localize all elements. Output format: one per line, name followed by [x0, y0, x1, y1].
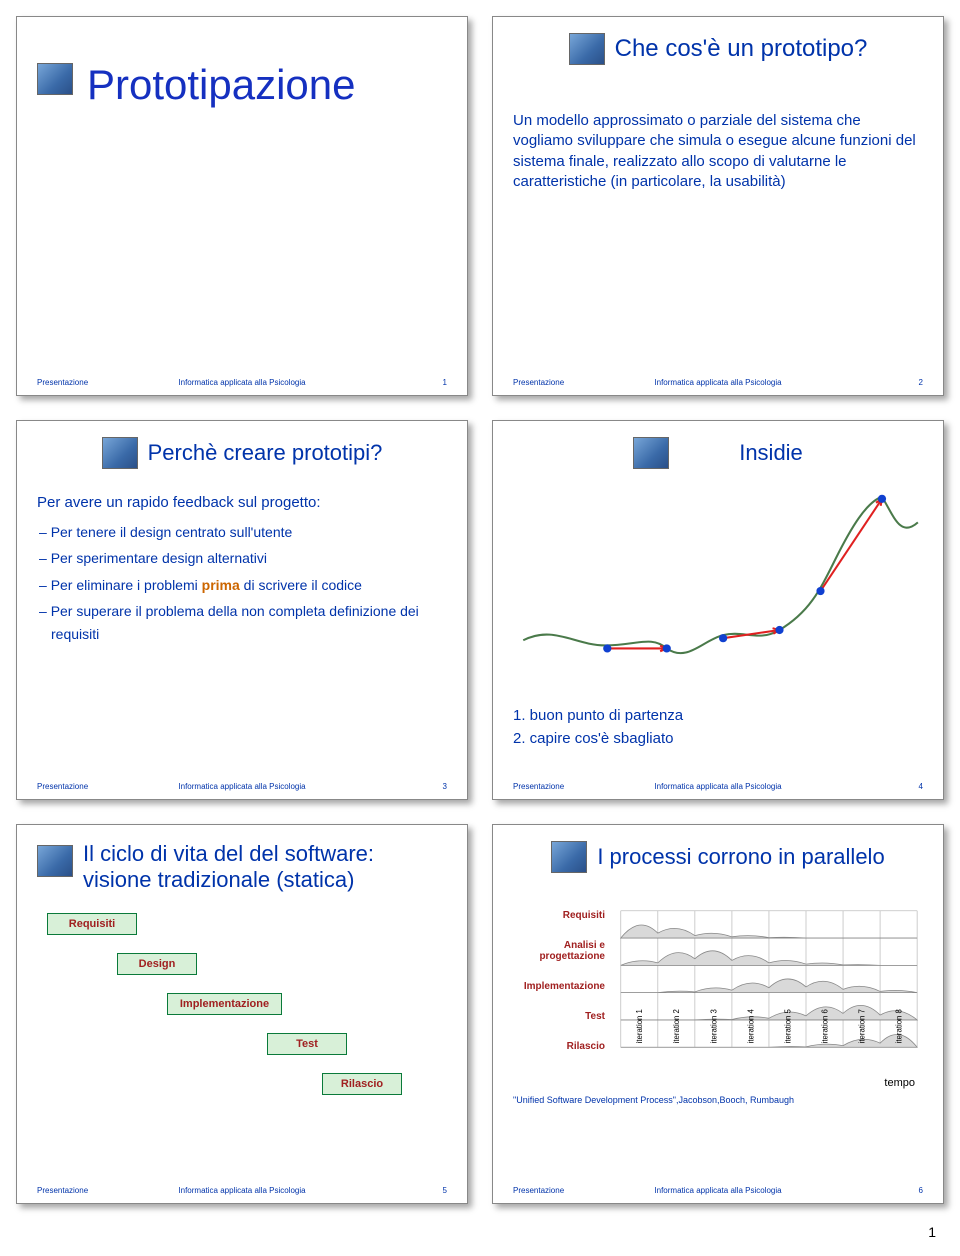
title-row: Il ciclo di vita del del software: visio… — [37, 841, 447, 893]
row-label: Implementazione — [524, 981, 605, 992]
footer-center: Informatica applicata alla Psicologia — [616, 378, 821, 387]
slide3-title: Perchè creare prototipi? — [148, 440, 383, 466]
slide-4: Insidie 1. buon punto di partenza 2. cap… — [492, 420, 944, 800]
footer-center: Informatica applicata alla Psicologia — [140, 378, 345, 387]
row-label: Analisi e progettazione — [513, 940, 605, 962]
footer-left: Presentazione — [513, 1186, 616, 1195]
slide2-body: Un modello approssimato o parziale del s… — [513, 111, 923, 192]
insidie-chart — [513, 479, 923, 699]
slide4-title: Insidie — [739, 440, 803, 466]
title-row: I processi corrono in parallelo — [513, 841, 923, 873]
svg-text:iteration 3: iteration 3 — [709, 1009, 718, 1043]
slide1-title: Prototipazione — [87, 63, 356, 107]
lifecycle-box: Test — [267, 1033, 347, 1055]
point-list: 1. buon punto di partenza 2. capire cos'… — [513, 705, 923, 750]
slide-number: 2 — [821, 378, 924, 387]
slide-number: 5 — [345, 1186, 448, 1195]
slide-footer: Presentazione Informatica applicata alla… — [37, 378, 447, 387]
footer-left: Presentazione — [37, 1186, 140, 1195]
row-labels: Requisiti Analisi e progettazione Implemen… — [513, 901, 605, 1061]
presentation-icon — [551, 841, 587, 873]
bullet-lead: Per avere un rapido feedback sul progett… — [37, 491, 447, 515]
slide-number: 6 — [821, 1186, 924, 1195]
presentation-icon — [102, 437, 138, 469]
slide5-title: Il ciclo di vita del del software: visio… — [83, 841, 374, 893]
slide-footer: Presentazione Informatica applicata alla… — [513, 378, 923, 387]
lifecycle-box: Rilascio — [322, 1073, 402, 1095]
slide-number: 1 — [345, 378, 448, 387]
presentation-icon — [37, 845, 73, 877]
presentation-icon — [633, 437, 669, 469]
title-row: Che cos'è un prototipo? — [513, 33, 923, 65]
svg-text:iteration 5: iteration 5 — [783, 1008, 792, 1043]
slide-1: Prototipazione Presentazione Informatica… — [16, 16, 468, 396]
slide-3: Perchè creare prototipi? Per avere un ra… — [16, 420, 468, 800]
footer-center: Informatica applicata alla Psicologia — [616, 782, 821, 791]
footer-left: Presentazione — [513, 782, 616, 791]
bullet-item: – Per superare il problema della non com… — [37, 600, 447, 645]
tempo-label: tempo — [513, 1077, 915, 1089]
svg-text:iteration 7: iteration 7 — [858, 1009, 867, 1043]
svg-text:iteration 2: iteration 2 — [672, 1009, 681, 1043]
point-1: 1. buon punto di partenza — [513, 705, 923, 728]
row-label: Requisiti — [563, 910, 605, 921]
title-row: Insidie — [513, 437, 923, 469]
lifecycle-box: Implementazione — [167, 993, 282, 1015]
footer-left: Presentazione — [37, 378, 140, 387]
bullet-item: – Per tenere il design centrato sull'ute… — [37, 521, 447, 543]
lifecycle-box: Design — [117, 953, 197, 975]
parallel-process-chart: Requisiti Analisi e progettazione Implemen… — [513, 901, 923, 1077]
bullet-item: – Per eliminare i problemi prima di scri… — [37, 574, 447, 596]
slide-number: 3 — [345, 782, 448, 791]
slide2-title: Che cos'è un prototipo? — [615, 35, 868, 63]
title-row: Prototipazione — [37, 63, 447, 107]
point-2: 2. capire cos'è sbagliato — [513, 728, 923, 751]
process-grid-chart: iteration 1 iteration 2 iteration 3 iterati… — [611, 901, 923, 1077]
slide6-title: I processi corrono in parallelo — [597, 844, 884, 870]
svg-text:iteration 4: iteration 4 — [746, 1008, 755, 1043]
slide-footer: Presentazione Informatica applicata alla… — [513, 782, 923, 791]
slide-grid: Prototipazione Presentazione Informatica… — [16, 16, 944, 1204]
lifecycle-staircase: Requisiti Design Implementazione Test Rilasc… — [37, 913, 447, 1133]
svg-text:iteration 1: iteration 1 — [635, 1009, 644, 1043]
footer-center: Informatica applicata alla Psicologia — [140, 1186, 345, 1195]
slide-2: Che cos'è un prototipo? Un modello appro… — [492, 16, 944, 396]
bullet-item: – Per sperimentare design alternativi — [37, 547, 447, 569]
svg-text:iteration 8: iteration 8 — [895, 1009, 904, 1043]
citation: "Unified Software Development Process",J… — [513, 1095, 923, 1105]
slide-6: I processi corrono in parallelo Requisit… — [492, 824, 944, 1204]
row-label: Rilascio — [567, 1041, 605, 1052]
page-number: 1 — [16, 1224, 944, 1240]
slide-footer: Presentazione Informatica applicata alla… — [37, 1186, 447, 1195]
svg-text:iteration 6: iteration 6 — [820, 1009, 829, 1043]
slide-5: Il ciclo di vita del del software: visio… — [16, 824, 468, 1204]
title-row: Perchè creare prototipi? — [37, 437, 447, 469]
row-label: Test — [585, 1011, 605, 1022]
slide-number: 4 — [821, 782, 924, 791]
footer-center: Informatica applicata alla Psicologia — [140, 782, 345, 791]
presentation-icon — [569, 33, 605, 65]
presentation-icon — [37, 63, 73, 95]
slide-footer: Presentazione Informatica applicata alla… — [37, 782, 447, 791]
slide-footer: Presentazione Informatica applicata alla… — [513, 1186, 923, 1195]
footer-center: Informatica applicata alla Psicologia — [616, 1186, 821, 1195]
footer-left: Presentazione — [513, 378, 616, 387]
lifecycle-box: Requisiti — [47, 913, 137, 935]
footer-left: Presentazione — [37, 782, 140, 791]
bullet-block: Per avere un rapido feedback sul progett… — [37, 491, 447, 649]
